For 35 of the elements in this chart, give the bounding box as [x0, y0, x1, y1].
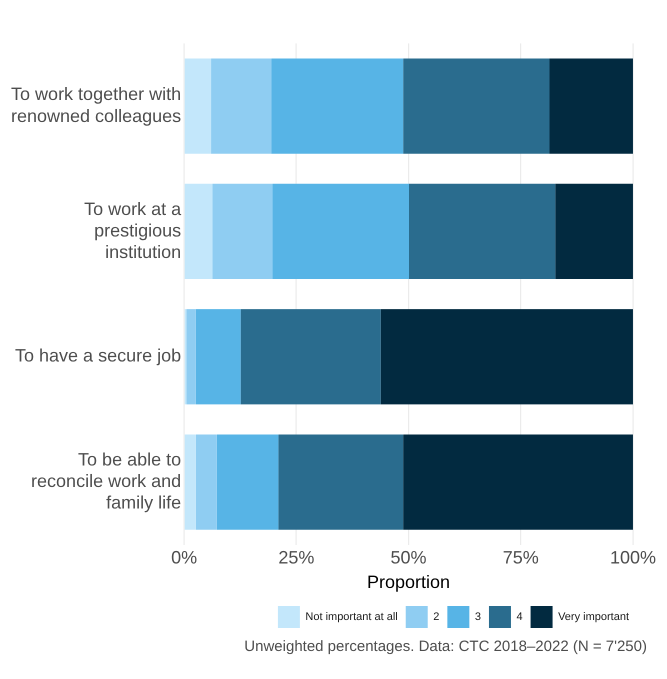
- bar: [211, 58, 272, 154]
- bar: [403, 434, 633, 530]
- x-tick-label: 50%: [390, 548, 427, 568]
- x-tick-label: 25%: [278, 548, 314, 568]
- bar: [555, 184, 633, 280]
- legend-label: 2: [433, 611, 440, 624]
- text: Unweighted percentages. Data: CTC 2018–2022 (N = 7'250): [243, 638, 648, 655]
- legend-label: Not important at all: [305, 611, 398, 624]
- bar: [196, 434, 217, 530]
- bar: [184, 58, 212, 154]
- y-tick-label: To work at a prestigious institution: [84, 198, 182, 262]
- bar: [409, 184, 556, 280]
- bar: [380, 309, 633, 404]
- bar: [196, 309, 241, 404]
- bar: [184, 184, 212, 280]
- bar: [272, 184, 409, 280]
- bar: [184, 434, 196, 530]
- x-tick-label: 75%: [502, 548, 539, 568]
- x-tick-label: 100%: [610, 548, 656, 568]
- bar: [278, 434, 404, 530]
- legend-label: 3: [474, 611, 481, 624]
- bar: [240, 309, 381, 404]
- bar: [186, 309, 196, 404]
- bar: [271, 58, 404, 154]
- y-tick-label: To have a secure job: [15, 346, 182, 366]
- legend-label: Very important: [558, 611, 629, 624]
- bar: [216, 434, 278, 530]
- x-axis-title: Proportion: [367, 572, 450, 592]
- y-tick-label: To be able to reconcile work and family life: [31, 449, 182, 513]
- bar: [403, 58, 550, 154]
- y-tick-label: To work together with renowned colleagues: [10, 84, 182, 126]
- legend-label: 4: [516, 611, 523, 624]
- bar: [549, 58, 633, 154]
- x-tick-label: 0%: [171, 548, 198, 568]
- bar: [212, 184, 273, 280]
